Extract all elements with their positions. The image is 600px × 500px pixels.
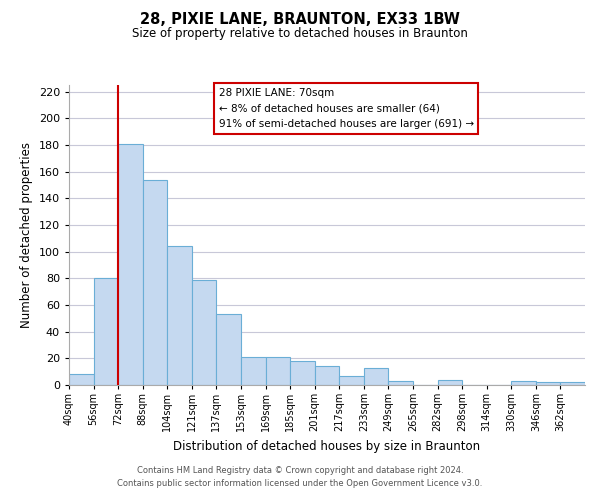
Bar — [167, 246, 192, 385]
Bar — [192, 280, 217, 385]
Text: 28, PIXIE LANE, BRAUNTON, EX33 1BW: 28, PIXIE LANE, BRAUNTON, EX33 1BW — [140, 12, 460, 28]
Bar — [143, 180, 167, 385]
Bar — [69, 374, 94, 385]
Bar — [536, 382, 560, 385]
Bar — [388, 381, 413, 385]
X-axis label: Distribution of detached houses by size in Braunton: Distribution of detached houses by size … — [173, 440, 481, 452]
Bar — [511, 381, 536, 385]
Text: Contains HM Land Registry data © Crown copyright and database right 2024.
Contai: Contains HM Land Registry data © Crown c… — [118, 466, 482, 487]
Bar — [339, 376, 364, 385]
Bar — [437, 380, 462, 385]
Bar — [560, 382, 585, 385]
Bar — [266, 357, 290, 385]
Y-axis label: Number of detached properties: Number of detached properties — [20, 142, 33, 328]
Text: Size of property relative to detached houses in Braunton: Size of property relative to detached ho… — [132, 28, 468, 40]
Bar — [241, 357, 266, 385]
Bar — [118, 144, 143, 385]
Bar — [94, 278, 118, 385]
Bar — [217, 314, 241, 385]
Text: 28 PIXIE LANE: 70sqm
← 8% of detached houses are smaller (64)
91% of semi-detach: 28 PIXIE LANE: 70sqm ← 8% of detached ho… — [218, 88, 474, 129]
Bar — [364, 368, 388, 385]
Bar — [315, 366, 339, 385]
Bar — [290, 361, 315, 385]
